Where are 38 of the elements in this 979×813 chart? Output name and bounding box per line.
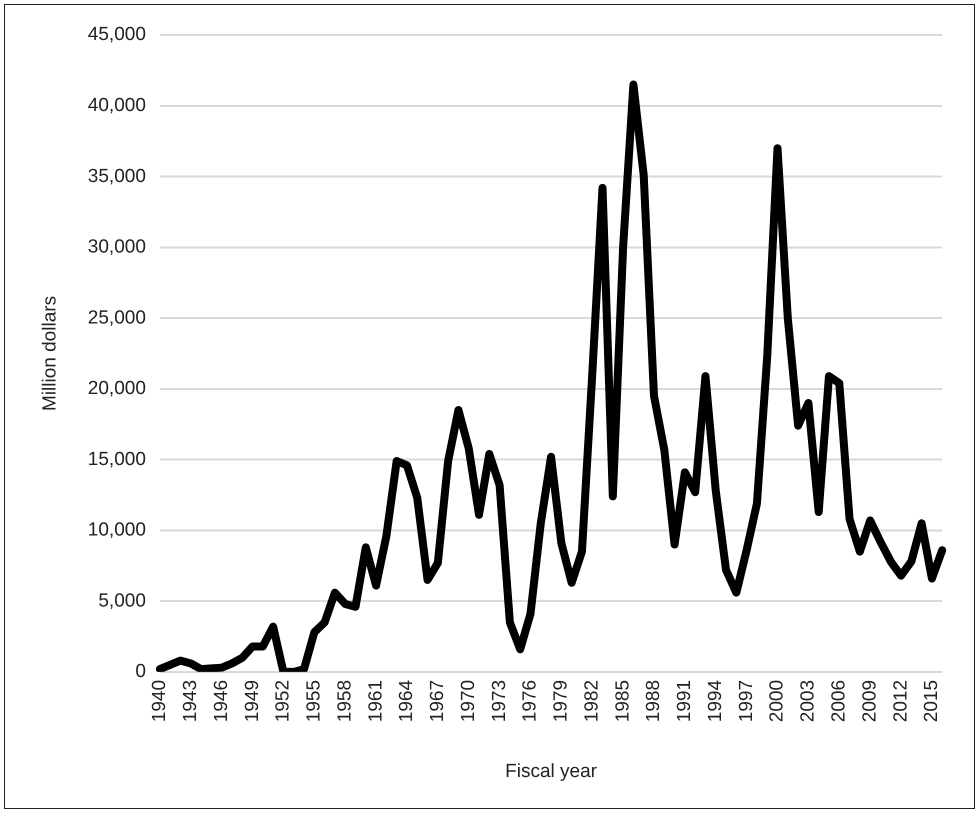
y-tick-label: 35,000 (88, 166, 146, 187)
x-tick-label: 1955 (304, 680, 325, 722)
x-tick-label: 1973 (488, 680, 510, 722)
y-tick-label: 0 (135, 661, 146, 682)
x-tick-label: 1988 (643, 680, 664, 722)
y-axis-title: Million dollars (40, 296, 61, 412)
y-tick-label: 25,000 (88, 307, 146, 328)
x-tick-label: 1967 (427, 680, 448, 722)
y-tick-label: 45,000 (88, 24, 146, 46)
x-axis-title: Fiscal year (505, 760, 598, 782)
x-tick-label: 1961 (365, 680, 386, 722)
y-tick-label: 15,000 (88, 448, 146, 470)
x-tick-label: 1952 (272, 680, 294, 722)
x-tick-label: 1943 (180, 680, 202, 722)
x-tick-label: 1949 (242, 680, 263, 722)
x-tick-label: 1997 (736, 680, 757, 722)
x-tick-label: 2000 (766, 680, 788, 722)
x-tick-label: 2003 (798, 680, 819, 722)
x-tick-label: 1946 (210, 680, 232, 722)
x-tick-label: 1985 (612, 680, 634, 722)
x-tick-label: 2012 (890, 680, 912, 722)
x-tick-label: 1976 (520, 680, 541, 722)
y-tick-label: 30,000 (88, 236, 146, 258)
x-tick-label: 1979 (550, 680, 572, 722)
x-tick-label: 1970 (458, 680, 479, 722)
x-tick-label: 1964 (396, 680, 418, 722)
x-tick-label: 1940 (149, 680, 170, 722)
y-tick-label: 20,000 (88, 378, 146, 400)
x-tick-label: 2006 (828, 680, 850, 722)
x-tick-label: 2009 (859, 680, 880, 722)
x-tick-label: 1994 (704, 680, 726, 722)
y-tick-label: 40,000 (88, 95, 146, 116)
y-tick-label: 5,000 (98, 590, 146, 612)
y-tick-label: 10,000 (88, 520, 146, 541)
x-tick-label: 1991 (674, 680, 696, 722)
x-tick-label: 1958 (334, 680, 356, 722)
x-tick-label: 1982 (581, 680, 602, 722)
x-tick-label: 2015 (921, 680, 942, 722)
